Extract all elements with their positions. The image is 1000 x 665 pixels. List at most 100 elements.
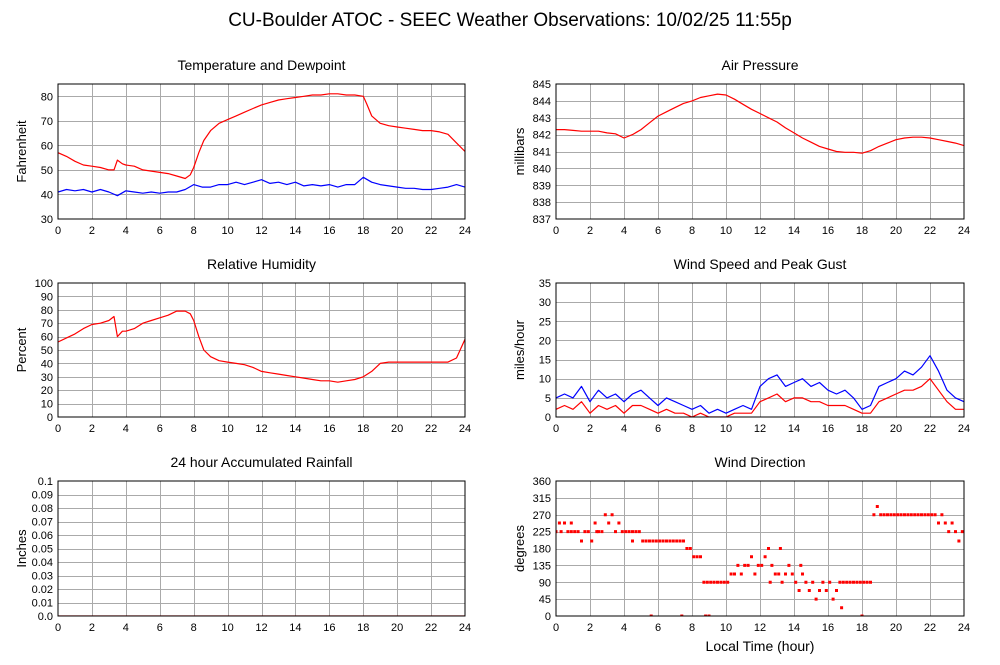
rain-title: 24 hour Accumulated Rainfall [170,454,352,470]
direction-y-tick-label: 270 [533,510,551,522]
direction-point [828,580,832,584]
pressure-x-tick-label: 18 [856,225,868,237]
pressure-y-tick-label: 845 [533,79,551,91]
direction-point [947,530,951,534]
humidity-y-tick-label: 70 [41,318,53,330]
direction-point [845,580,849,584]
rain-x-tick-label: 6 [157,622,163,634]
direction-point [743,563,747,567]
pressure-x-tick-label: 8 [689,225,695,237]
wind-x-tick-label: 0 [553,423,559,435]
pressure-y-tick-label: 843 [533,113,551,125]
direction-point [916,513,920,517]
direction-title: Wind Direction [714,454,805,470]
direction-point [807,589,811,592]
direction-point [889,513,893,517]
humidity-series-red-line [58,310,465,383]
wind-frame [555,282,965,418]
direction-y-tick-label: 0 [545,611,551,623]
direction-x-tick-label: 24 [958,622,970,634]
direction-point [824,589,828,592]
direction-point [892,513,896,517]
direction-point [631,539,634,543]
temp-x-tick-label: 20 [391,225,403,237]
direction-x-tick-label: 22 [924,622,936,634]
temp-y-tick-label: 50 [41,165,53,177]
direction-point [790,572,794,576]
direction-point [913,513,917,517]
humidity-x-tick-label: 4 [123,423,129,435]
pressure-y-tick-label: 838 [533,197,551,209]
direction-point [692,555,696,559]
temp-y-tick-label: 30 [41,214,53,226]
rain-y-tick-label: 0.03 [32,571,53,583]
pressure-x-tick-label: 20 [890,225,902,237]
direction-point [620,530,624,534]
pressure-panel: 0 2 4 6 8 10 12 14 16 18 20 22 248378388398408418428… [512,57,970,237]
direction-point [627,530,631,534]
wind-y-tick-label: 0 [545,412,551,424]
direction-point [943,521,947,525]
temp-x-tick-label: 0 [55,225,61,237]
direction-point [933,513,937,517]
rain-y-tick-label: 0.01 [32,598,53,610]
humidity-y-tick-label: 100 [35,278,53,290]
direction-point [860,614,864,616]
temp-series-group [58,93,465,197]
rain-y-tick-label: 0.07 [32,517,53,529]
temp-x-tick-label: 14 [289,225,301,237]
direction-point [688,547,692,550]
direction-point [920,513,923,517]
rain-y-tick-label: 0.08 [32,503,53,515]
direction-point [814,597,818,601]
direction-point [624,530,628,534]
pressure-series-red-line [556,93,964,154]
direction-point [707,614,711,616]
humidity-y-tick-label: 10 [41,399,53,411]
direction-point [835,589,838,592]
direction-point [838,580,842,584]
direction-point [794,580,798,584]
direction-point [886,513,889,517]
direction-point [729,572,733,576]
wind-series-group [556,355,964,417]
temp-panel: 0 2 4 6 8 10 12 14 16 18 20 22 24304050607080Tempera… [14,57,471,237]
rain-y-tick-label: 0.09 [32,490,53,502]
pressure-x-tick-label: 22 [924,225,936,237]
temp-x-tick-label: 22 [425,225,437,237]
rain-y-tick-label: 0.1 [38,476,53,488]
direction-point [760,563,764,567]
direction-point [855,580,859,584]
humidity-x-tick-label: 8 [191,423,197,435]
direction-y-tick-label: 90 [539,577,551,589]
direction-point [695,555,699,559]
direction-point [705,580,709,584]
humidity-x-tick-label: 10 [221,423,233,435]
direction-point [950,521,954,525]
direction-x-tick-label: 6 [655,622,661,634]
direction-point [648,539,651,543]
direction-y-tick-label: 45 [539,594,551,606]
direction-point [957,539,961,543]
direction-x-tick-label: 10 [720,622,732,634]
direction-point [799,563,803,567]
direction-point [668,539,672,543]
direction-point [699,555,702,559]
pressure-x-tick-label: 14 [788,225,800,237]
wind-panel: 0 2 4 6 8 10 12 14 16 18 20 22 2405101520253035Wind … [512,256,970,435]
direction-point [719,580,723,584]
temp-title: Temperature and Dewpoint [177,57,345,73]
direction-point [753,572,757,576]
direction-point [937,521,940,525]
direction-point [654,539,658,543]
pressure-x-tick-label: 16 [822,225,834,237]
pressure-y-tick-label: 841 [533,147,551,159]
rain-x-tick-label: 16 [323,622,335,634]
direction-point [641,539,645,543]
rain-x-tick-label: 20 [391,622,403,634]
direction-point [954,530,957,534]
humidity-x-tick-label: 16 [323,423,335,435]
temp-y-tick-label: 40 [41,189,53,201]
direction-point [685,547,689,550]
humidity-panel: 0 2 4 6 8 10 12 14 16 18 20 22 240102030405060708090… [14,256,471,435]
